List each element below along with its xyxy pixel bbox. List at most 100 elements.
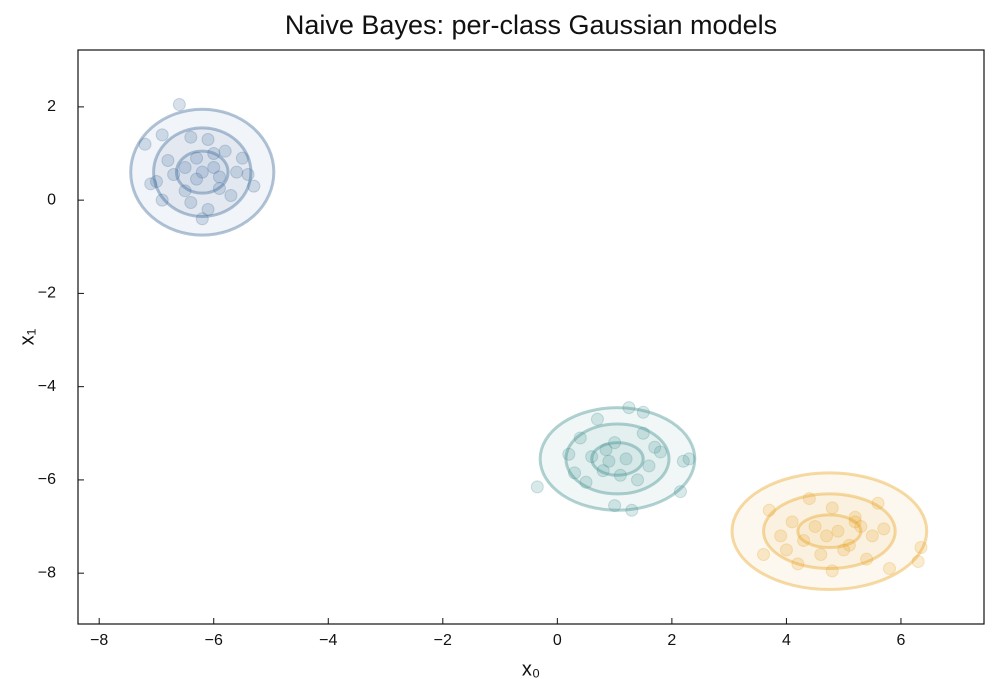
point	[155, 128, 169, 142]
point	[814, 548, 828, 562]
point	[596, 464, 610, 478]
point	[757, 548, 771, 562]
point	[247, 179, 261, 193]
x-tick-label: −6	[205, 632, 223, 649]
plot-area	[129, 98, 929, 591]
point	[138, 137, 152, 151]
point	[573, 431, 587, 445]
point	[167, 167, 181, 181]
point	[860, 552, 874, 566]
point	[184, 130, 198, 144]
point	[762, 503, 776, 517]
point	[195, 212, 209, 226]
point	[530, 480, 544, 494]
point	[212, 181, 226, 195]
point	[207, 147, 221, 161]
point	[602, 454, 616, 468]
point	[178, 161, 192, 175]
x-tick-label: 6	[897, 632, 906, 649]
point	[172, 98, 186, 112]
point	[825, 501, 839, 515]
point	[190, 172, 204, 186]
point	[585, 450, 599, 464]
x-axis-label: x₀	[522, 658, 540, 680]
point	[914, 541, 928, 555]
point	[820, 529, 834, 543]
density-fill	[176, 151, 229, 194]
point	[568, 466, 582, 480]
contour	[590, 441, 645, 477]
point	[218, 144, 232, 158]
y-tick-label: −4	[38, 378, 56, 395]
point	[201, 133, 215, 147]
contour	[129, 107, 276, 237]
contour	[175, 149, 230, 195]
point	[161, 154, 175, 168]
density-fill	[797, 514, 861, 548]
density-fill	[565, 423, 670, 494]
point	[155, 193, 169, 207]
y-tick-label: −2	[38, 285, 56, 302]
point	[619, 452, 633, 466]
point	[848, 510, 862, 524]
y-tick-label: 2	[47, 98, 56, 115]
point	[653, 445, 667, 459]
x-tick-label: −8	[90, 632, 108, 649]
x-tick-label: −4	[319, 632, 337, 649]
point	[676, 454, 690, 468]
x-tick-label: 0	[553, 632, 562, 649]
point	[779, 543, 793, 557]
point	[144, 177, 158, 191]
point	[212, 170, 226, 184]
point	[201, 202, 215, 216]
point	[797, 534, 811, 548]
contour	[564, 422, 671, 496]
point	[837, 543, 851, 557]
y-tick-label: −8	[38, 564, 56, 581]
point	[911, 555, 925, 569]
contour	[538, 406, 697, 512]
point	[831, 524, 845, 538]
point	[608, 436, 622, 450]
point	[190, 151, 204, 165]
y-tick-label: −6	[38, 471, 56, 488]
point	[883, 562, 897, 576]
density-fill	[153, 127, 251, 217]
x-tick-label: 4	[782, 632, 791, 649]
point	[842, 538, 856, 552]
point	[636, 426, 650, 440]
point	[622, 401, 636, 415]
point	[865, 529, 879, 543]
contour	[152, 126, 253, 218]
point	[682, 452, 696, 466]
chart-title: Naive Bayes: per-class Gaussian models	[285, 10, 777, 40]
point	[808, 520, 822, 534]
y-axis-label: x₁	[16, 328, 38, 345]
density-fill	[130, 109, 274, 236]
density-fill	[591, 442, 644, 476]
x-tick-label: 2	[667, 632, 676, 649]
point	[631, 473, 645, 487]
point	[848, 515, 862, 529]
point	[224, 188, 238, 202]
point	[195, 165, 209, 179]
point	[785, 515, 799, 529]
point	[562, 447, 576, 461]
point	[608, 499, 622, 513]
point	[178, 184, 192, 198]
contour	[730, 471, 929, 591]
contour	[796, 513, 863, 550]
point	[791, 557, 805, 571]
density-fill	[540, 407, 695, 511]
point	[854, 520, 868, 534]
density-fill	[732, 472, 927, 590]
point	[642, 459, 656, 473]
point	[802, 492, 816, 506]
contour	[762, 492, 897, 571]
point	[590, 412, 604, 426]
point	[149, 174, 163, 188]
point	[636, 405, 650, 419]
point	[184, 195, 198, 209]
point	[579, 475, 593, 489]
